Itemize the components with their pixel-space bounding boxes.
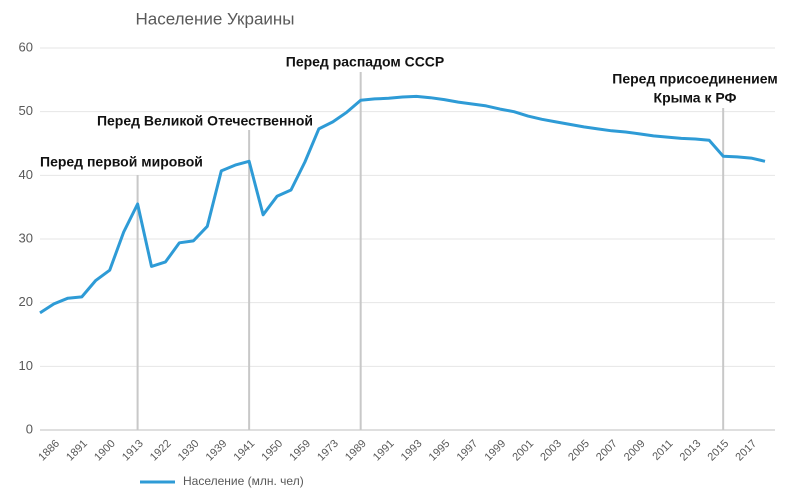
x-tick-label: 1941: [232, 438, 258, 464]
y-tick-label: 30: [19, 230, 33, 245]
annotation: Крыма к РФ: [654, 90, 737, 106]
x-tick-label: 2015: [706, 438, 732, 464]
annotation: Перед присоединением: [612, 71, 777, 87]
x-tick-label: 1993: [399, 438, 425, 464]
x-tick-label: 1913: [120, 438, 146, 464]
x-tick-label: 2011: [650, 438, 675, 463]
x-tick-label: 1999: [482, 438, 508, 464]
x-tick-label: 2003: [538, 438, 564, 464]
x-tick-label: 1973: [315, 438, 341, 464]
x-tick-label: 1989: [343, 438, 369, 464]
x-tick-label: 1991: [371, 438, 397, 464]
annotation: Перед распадом СССР: [286, 54, 445, 70]
legend-label: Население (млн. чел): [183, 474, 304, 488]
annotation: Перед первой мировой: [40, 154, 203, 170]
x-tick-label: 2009: [622, 438, 648, 464]
annotation: Перед Великой Отечественной: [97, 113, 313, 129]
line: [39, 94, 766, 315]
y-tick-label: 20: [19, 294, 33, 309]
x-tick-label: 2007: [594, 438, 620, 464]
x-tick-label: 1997: [455, 438, 481, 464]
chart-title: Население Украины: [135, 9, 294, 28]
x-tick-label: 1959: [287, 438, 313, 464]
x-tick-label: 1950: [259, 438, 285, 464]
x-tick-label: 1995: [427, 438, 453, 464]
x-tick-label: 1922: [148, 438, 174, 464]
x-tick-label: 2005: [566, 438, 592, 464]
x-tick-label: 1900: [92, 438, 118, 464]
x-tick-label: 1930: [176, 438, 202, 464]
y-tick-label: 50: [19, 103, 33, 118]
x-tick-label: 1886: [36, 438, 62, 464]
y-tick-label: 60: [19, 39, 33, 54]
x-tick-label: 2013: [678, 438, 704, 464]
x-tick-label: 1939: [204, 438, 230, 464]
x-tick-label: 1891: [64, 438, 90, 464]
y-tick-label: 0: [26, 421, 33, 436]
y-tick-label: 40: [19, 167, 33, 182]
x-tick-label: 2001: [510, 438, 536, 464]
x-tick-label: 2017: [733, 438, 759, 464]
y-tick-label: 10: [19, 358, 33, 373]
